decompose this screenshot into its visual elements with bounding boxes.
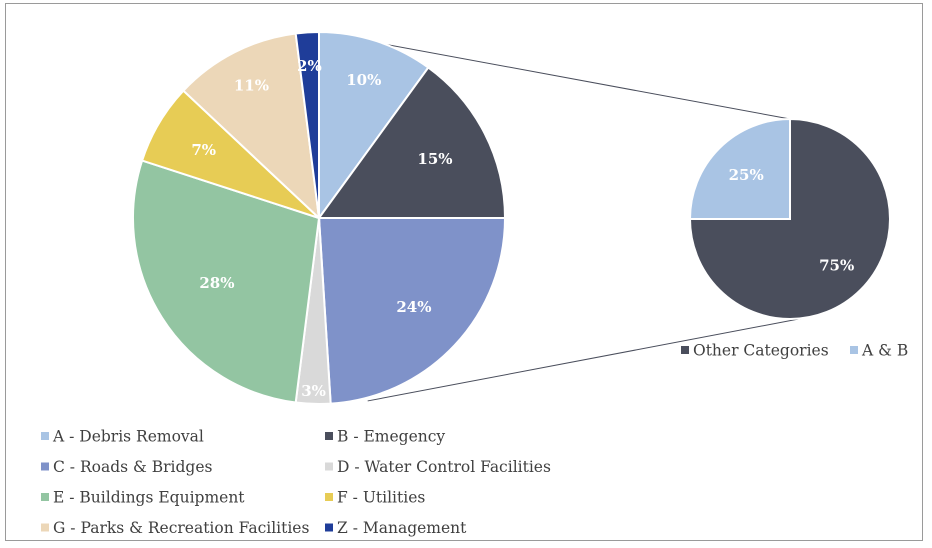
secondary-pie-labels: 75% 25% xyxy=(729,166,855,275)
legend-label-f: F - Utilities xyxy=(337,489,425,507)
legend-label-b: B - Emegency xyxy=(337,428,445,446)
legend-swatch-f xyxy=(325,493,333,501)
legend-swatch-e xyxy=(41,493,49,501)
main-slice-label-b: 15% xyxy=(417,150,452,168)
secondary-legend-swatch-other xyxy=(681,346,689,354)
main-slice-c xyxy=(317,217,507,405)
legend-item-e: E - Buildings Equipment xyxy=(41,489,245,507)
legend-item-b: B - Emegency xyxy=(325,428,445,446)
secondary-legend-item-other: Other Categories xyxy=(681,342,829,360)
main-slice-label-e: 28% xyxy=(199,274,234,292)
main-pie-labels: 10% 15% 24% 3% 28% 7% 11% 2% xyxy=(191,57,452,400)
legend-item-f: F - Utilities xyxy=(325,489,425,507)
secondary-legend-label-other: Other Categories xyxy=(693,342,829,360)
main-slice-label-z: 2% xyxy=(297,57,322,75)
legend-label-d: D - Water Control Facilities xyxy=(337,458,551,476)
main-slice-a xyxy=(318,30,430,222)
connector-lines xyxy=(318,31,805,402)
secondary-legend-swatch-ab xyxy=(850,346,858,354)
connector-line-top xyxy=(318,31,791,120)
legend-item-a: A - Debris Removal xyxy=(41,428,204,446)
secondary-legend-label-ab: A & B xyxy=(861,342,908,360)
main-slice-e xyxy=(132,159,321,404)
secondary-legend-item-ab: A & B xyxy=(850,342,908,360)
main-slice-label-f: 7% xyxy=(191,141,216,159)
legend-secondary: Other Categories A & B xyxy=(681,342,908,360)
secondary-slice-ab xyxy=(688,117,791,220)
legend-swatch-b xyxy=(325,432,333,440)
connector-line-bottom xyxy=(367,317,805,402)
secondary-pie xyxy=(688,117,891,320)
main-slice-label-d: 3% xyxy=(301,382,326,400)
legend-label-c: C - Roads & Bridges xyxy=(53,458,212,476)
main-pie xyxy=(132,30,507,405)
main-slice-z xyxy=(294,30,320,219)
legend-item-c: C - Roads & Bridges xyxy=(41,458,212,476)
main-slice-b xyxy=(317,66,507,219)
legend-label-e: E - Buildings Equipment xyxy=(53,489,245,507)
legend-label-g: G - Parks & Recreation Facilities xyxy=(53,519,309,537)
legend-label-a: A - Debris Removal xyxy=(52,428,204,446)
legend-item-z: Z - Management xyxy=(325,519,467,537)
legend-label-z: Z - Management xyxy=(337,519,467,537)
legend-item-g: G - Parks & Recreation Facilities xyxy=(41,519,309,537)
legend-swatch-c xyxy=(41,462,49,471)
main-slice-g xyxy=(181,32,321,221)
main-slice-label-c: 24% xyxy=(396,298,431,316)
main-slice-label-g: 11% xyxy=(234,76,269,94)
legend-swatch-a xyxy=(41,432,49,440)
secondary-slice-label-other: 75% xyxy=(819,257,854,275)
legend-swatch-g xyxy=(41,523,49,532)
legend-swatch-d xyxy=(325,462,333,471)
secondary-slice-label-ab: 25% xyxy=(729,166,764,184)
legend-swatch-z xyxy=(325,523,333,532)
legend-item-d: D - Water Control Facilities xyxy=(325,458,551,476)
legend-main: A - Debris Removal B - Emegency C - Roads … xyxy=(41,428,551,537)
main-slice-label-a: 10% xyxy=(346,71,381,89)
